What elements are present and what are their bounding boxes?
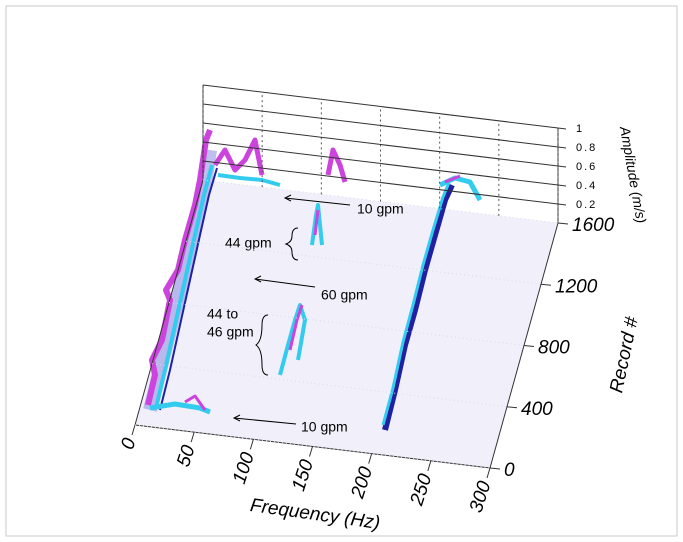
- annotation: 10 gpm: [301, 419, 348, 435]
- y-tick: [557, 222, 569, 225]
- grid-line: [202, 103, 559, 148]
- x-tick: [486, 467, 491, 479]
- z-tick-label: 0.8: [576, 142, 597, 154]
- z-tick-label: 1: [576, 123, 584, 135]
- grid-line: [202, 141, 559, 186]
- y-tick: [489, 467, 501, 470]
- y-tick: [540, 283, 552, 286]
- y-tick-label: 800: [538, 338, 570, 359]
- x-tick: [190, 432, 195, 443]
- z-tick: [557, 203, 567, 206]
- z-tick: [557, 127, 567, 130]
- x-tick: [131, 424, 136, 436]
- annotation-marks: [232, 194, 351, 425]
- grid-line: [202, 160, 559, 205]
- x-tick: [368, 453, 373, 464]
- y-tick-label: 0: [504, 460, 515, 481]
- z-tick: [557, 184, 567, 187]
- y-tick-label: 1200: [555, 276, 598, 297]
- annotation: 46 gpm: [207, 324, 254, 340]
- x-tick: [309, 446, 313, 457]
- y-tick: [506, 406, 518, 409]
- grid-line: [202, 122, 559, 167]
- z-tick-label: 0.6: [576, 161, 597, 173]
- y-tick-label: 1600: [572, 215, 615, 236]
- z-tick-label: 0.2: [576, 199, 597, 211]
- grid-line: [202, 84, 559, 129]
- y-tick-label: 400: [521, 399, 553, 420]
- z-tick: [557, 165, 567, 168]
- annotation: 10 gpm: [357, 201, 404, 217]
- x-tick: [427, 460, 432, 471]
- x-tick: [249, 439, 254, 450]
- y-tick: [523, 345, 535, 347]
- annotation: 60 gpm: [321, 287, 368, 303]
- z-tick: [557, 146, 567, 149]
- annotation: 44 gpm: [225, 235, 272, 251]
- annotation: 44 to: [207, 306, 238, 322]
- z-tick-label: 0.4: [576, 180, 597, 192]
- floor: [135, 180, 558, 468]
